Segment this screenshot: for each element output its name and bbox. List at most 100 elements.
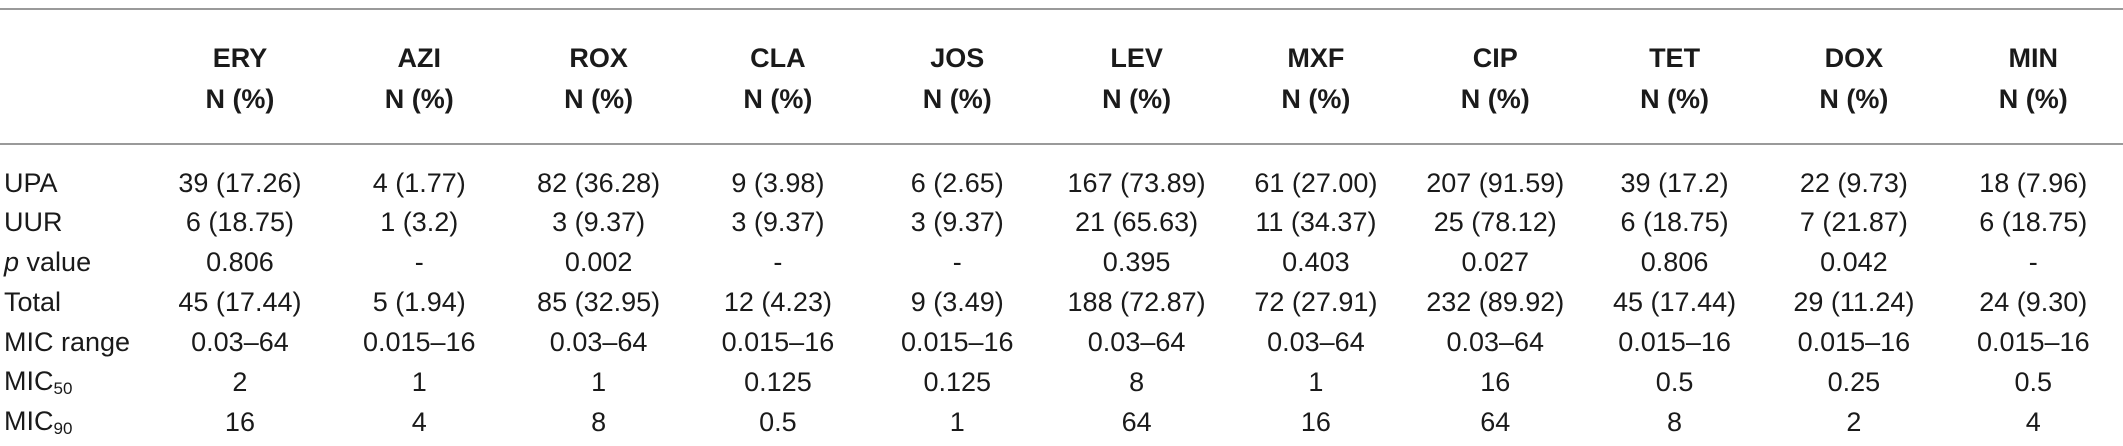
- column-header-unit: N (%): [1281, 84, 1351, 114]
- table-row-uur: UUR 6 (18.75) 1 (3.2) 3 (9.37) 3 (9.37) …: [0, 202, 2123, 242]
- column-header-code: ERY: [212, 43, 268, 73]
- column-header-code: LEV: [1110, 43, 1163, 73]
- column-header-unit: N (%): [205, 84, 275, 114]
- table-row-p-value: p value 0.806 - 0.002 - - 0.395 0.403 0.…: [0, 242, 2123, 282]
- header-row-units: N (%) N (%) N (%) N (%) N (%) N (%) N (%…: [0, 80, 2123, 150]
- table-cell: 188 (72.87): [1067, 286, 1206, 317]
- table-cell: 0.015–16: [362, 326, 476, 357]
- column-header-unit: N (%): [384, 84, 454, 114]
- table-cell: 0.806: [1640, 246, 1709, 277]
- column-header-unit: N (%): [1640, 84, 1710, 114]
- table-cell: 4 (1.77): [372, 167, 466, 198]
- table-cell: 0.403: [1282, 246, 1350, 277]
- table-cell: 45 (17.44): [178, 286, 302, 317]
- table-cell: 3 (9.37): [910, 206, 1004, 237]
- column-header-code: TET: [1649, 43, 1701, 73]
- table-cell: 3 (9.37): [731, 206, 825, 237]
- table-cell: 61 (27.00): [1254, 167, 1378, 198]
- header-row-codes: ERY AZI ROX CLA JOS LEV MXF CIP TET DOX …: [0, 10, 2123, 80]
- table-cell: 167 (73.89): [1067, 167, 1206, 198]
- column-header-unit: N (%): [564, 84, 634, 114]
- table-cell: 29 (11.24): [1793, 286, 1915, 317]
- table-cell: 39 (17.26): [178, 167, 302, 198]
- table-cell: 2: [232, 366, 248, 397]
- table-cell: 0.03–64: [1446, 326, 1545, 357]
- table-cell: 3 (9.37): [552, 206, 646, 237]
- table-cell: 0.125: [744, 366, 812, 397]
- column-header-unit: N (%): [1460, 84, 1530, 114]
- table-body: UPA 39 (17.26) 4 (1.77) 82 (36.28) 9 (3.…: [0, 150, 2123, 442]
- table-cell: 0.806: [206, 246, 274, 277]
- column-header-code: AZI: [397, 43, 442, 73]
- table-top-rule: [0, 8, 2123, 10]
- table-cell: 0.03–64: [191, 326, 289, 357]
- table-row-mic90: MIC90 16 4 8 0.5 1 64 16 64 8 2 4: [0, 402, 2123, 442]
- row-label: UUR: [4, 206, 63, 237]
- row-label: MIC range: [4, 326, 131, 357]
- table-cell: 0.5: [1655, 366, 1694, 397]
- table-cell: 0.015–16: [721, 326, 835, 357]
- row-label-subscript: 90: [53, 418, 73, 438]
- table-cell: 18 (7.96): [1979, 167, 2088, 198]
- table-cell: 0.015–16: [1797, 326, 1911, 357]
- table-cell: 0.042: [1820, 246, 1888, 277]
- table-cell: 0.002: [564, 246, 633, 277]
- table-cell: 1: [411, 366, 427, 397]
- table-header-rule: [0, 143, 2123, 145]
- table-cell: 0.03–64: [1087, 326, 1186, 357]
- row-label-main: MIC: [4, 405, 54, 436]
- table-cell: 72 (27.91): [1254, 286, 1378, 317]
- table-cell: 12 (4.23): [723, 286, 832, 317]
- antibiotic-susceptibility-table: ERY AZI ROX CLA JOS LEV MXF CIP TET DOX …: [0, 10, 2123, 442]
- table-cell: 64: [1480, 406, 1511, 437]
- column-header-code: MXF: [1287, 43, 1345, 73]
- table-cell: 2: [1846, 406, 1862, 437]
- table-cell: 8: [1667, 406, 1683, 437]
- row-label: p value: [0, 242, 150, 282]
- table-cell: 0.5: [759, 406, 797, 437]
- table-cell: 0.015–16: [1618, 326, 1731, 357]
- table-cell: -: [773, 246, 783, 277]
- table-cell: 0.015–16: [1976, 326, 2090, 357]
- table-cell: 0.03–64: [1267, 326, 1365, 357]
- table-cell: 4: [2025, 406, 2041, 437]
- row-label-italic: p: [4, 246, 20, 277]
- column-header-unit: N (%): [743, 84, 813, 114]
- column-header-unit: N (%): [1998, 84, 2068, 114]
- table-cell: 0.015–16: [900, 326, 1014, 357]
- table-cell: 9 (3.98): [731, 167, 825, 198]
- header-corner: [0, 80, 150, 150]
- column-header-code: CIP: [1472, 43, 1518, 73]
- table-cell: 82 (36.28): [537, 167, 661, 198]
- table-cell: 85 (32.95): [537, 286, 661, 317]
- table-row-upa: UPA 39 (17.26) 4 (1.77) 82 (36.28) 9 (3.…: [0, 150, 2123, 202]
- column-header-unit: N (%): [1819, 84, 1889, 114]
- table-cell: 0.25: [1827, 366, 1881, 397]
- column-header-code: MIN: [2008, 43, 2059, 73]
- table-cell: 0.027: [1461, 246, 1530, 277]
- table-cell: 45 (17.44): [1613, 286, 1737, 317]
- row-label: Total: [4, 286, 62, 317]
- table-cell: 11 (34.37): [1255, 206, 1377, 237]
- table-cell: 6 (18.75): [1620, 206, 1729, 237]
- row-label: MIC90: [0, 402, 150, 442]
- table-cell: 25 (78.12): [1433, 206, 1557, 237]
- row-label-main: MIC: [4, 365, 54, 396]
- table-cell: -: [952, 246, 962, 277]
- table-cell: -: [2028, 246, 2038, 277]
- column-header-unit: N (%): [1102, 84, 1172, 114]
- column-header-code: CLA: [750, 43, 806, 73]
- table-cell: 1: [591, 366, 607, 397]
- table-row-mic-range: MIC range 0.03–64 0.015–16 0.03–64 0.015…: [0, 322, 2123, 362]
- table-cell: 16: [1480, 366, 1511, 397]
- table-cell: 0.395: [1102, 246, 1171, 277]
- table-cell: 24 (9.30): [1979, 286, 2088, 317]
- table-cell: 4: [411, 406, 427, 437]
- row-label-rest: value: [19, 246, 92, 277]
- table-cell: -: [414, 246, 424, 277]
- table-cell: 0.125: [923, 366, 992, 397]
- table-cell: 21 (65.63): [1075, 206, 1199, 237]
- table-cell: 6 (18.75): [185, 206, 294, 237]
- table-cell: 1: [1308, 366, 1324, 397]
